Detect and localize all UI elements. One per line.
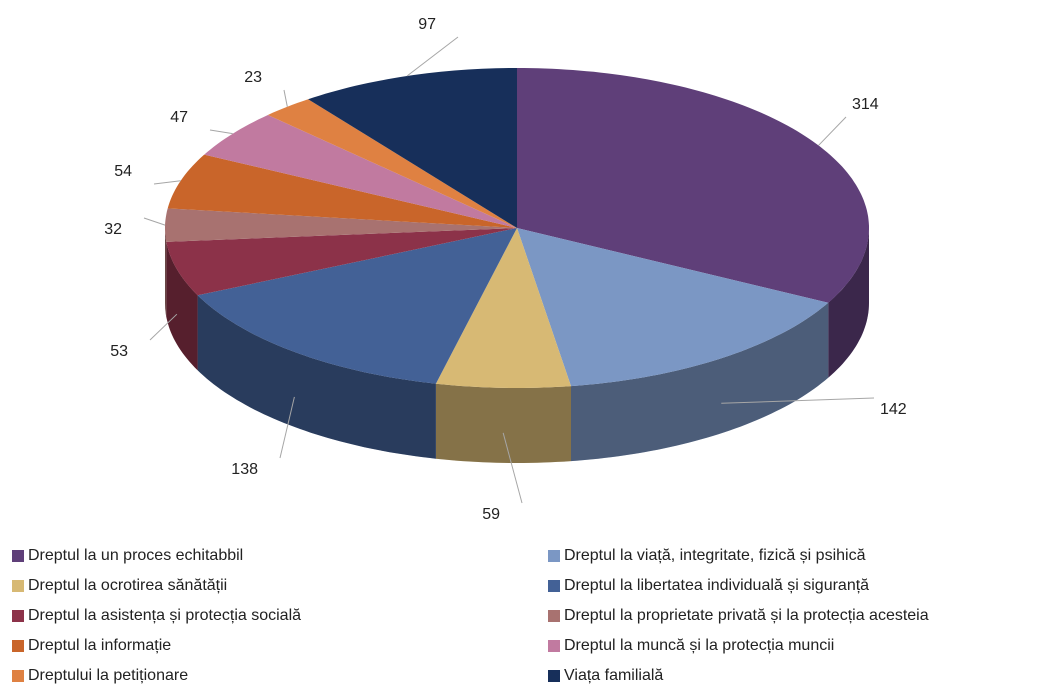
pie-side-shade — [166, 241, 198, 371]
data-label: 97 — [418, 16, 436, 33]
pie-slice — [167, 154, 517, 228]
leader-line — [279, 396, 295, 459]
leader-line — [283, 89, 288, 107]
data-label: 47 — [170, 109, 188, 126]
pie-side — [165, 228, 167, 317]
data-label: 23 — [244, 69, 262, 86]
legend-swatch — [12, 640, 24, 652]
legend-label: Dreptul la asistența și protecția social… — [28, 607, 301, 624]
leader-line — [721, 397, 875, 404]
pie-side-shade — [165, 228, 167, 317]
legend-swatch — [12, 610, 24, 622]
legend-label: Viața familială — [564, 667, 663, 684]
legend-swatch — [548, 610, 560, 622]
data-label: 314 — [852, 96, 879, 113]
legend-swatch — [548, 640, 560, 652]
data-label: 138 — [231, 461, 258, 478]
leader-line — [406, 36, 459, 77]
legend-label: Dreptul la proprietate privată și la pro… — [564, 607, 929, 624]
legend-label: Dreptului la petiționare — [28, 667, 188, 684]
data-label: 32 — [104, 221, 122, 238]
legend-label: Dreptul la libertatea individuală și sig… — [564, 577, 869, 594]
pie-slice — [308, 68, 517, 228]
pie-side — [571, 302, 829, 462]
pie-side-shade — [571, 302, 829, 462]
legend-swatch — [548, 670, 560, 682]
pie-side-shade — [197, 295, 436, 459]
leader-line — [143, 217, 166, 226]
pie-slice — [166, 228, 518, 296]
leader-line — [149, 313, 178, 341]
pie-slice — [517, 68, 869, 303]
legend-label: Dreptul la viață, integritate, fizică și… — [564, 547, 866, 564]
legend-swatch — [548, 550, 560, 562]
pie-slice — [197, 228, 517, 384]
pie-slice — [435, 228, 571, 388]
data-label: 53 — [110, 343, 128, 360]
leader-line — [153, 180, 181, 185]
legend-swatch — [12, 670, 24, 682]
pie-side — [166, 241, 198, 371]
legend-swatch — [12, 550, 24, 562]
pie-side — [828, 228, 869, 378]
legend-label: Dreptul la un proces echitabbil — [28, 547, 243, 564]
leader-line — [502, 432, 523, 504]
pie-side-shade — [435, 383, 571, 463]
legend-swatch — [12, 580, 24, 592]
pie-side — [197, 295, 436, 459]
legend-label: Dreptul la muncă și la protecția muncii — [564, 637, 834, 654]
pie-side — [435, 383, 571, 463]
leader-line — [209, 129, 233, 135]
legend-label: Dreptul la ocrotirea sănătății — [28, 577, 227, 594]
legend-label: Dreptul la informație — [28, 637, 171, 654]
pie-slice — [165, 208, 517, 242]
pie-side-shade — [828, 228, 869, 378]
pie-slice — [517, 228, 829, 387]
legend-swatch — [548, 580, 560, 592]
leader-line — [818, 116, 847, 146]
data-label: 142 — [880, 401, 907, 418]
data-label: 54 — [114, 163, 132, 180]
pie-slice — [267, 99, 517, 228]
pie-slice — [204, 115, 517, 228]
data-label: 59 — [482, 506, 500, 523]
